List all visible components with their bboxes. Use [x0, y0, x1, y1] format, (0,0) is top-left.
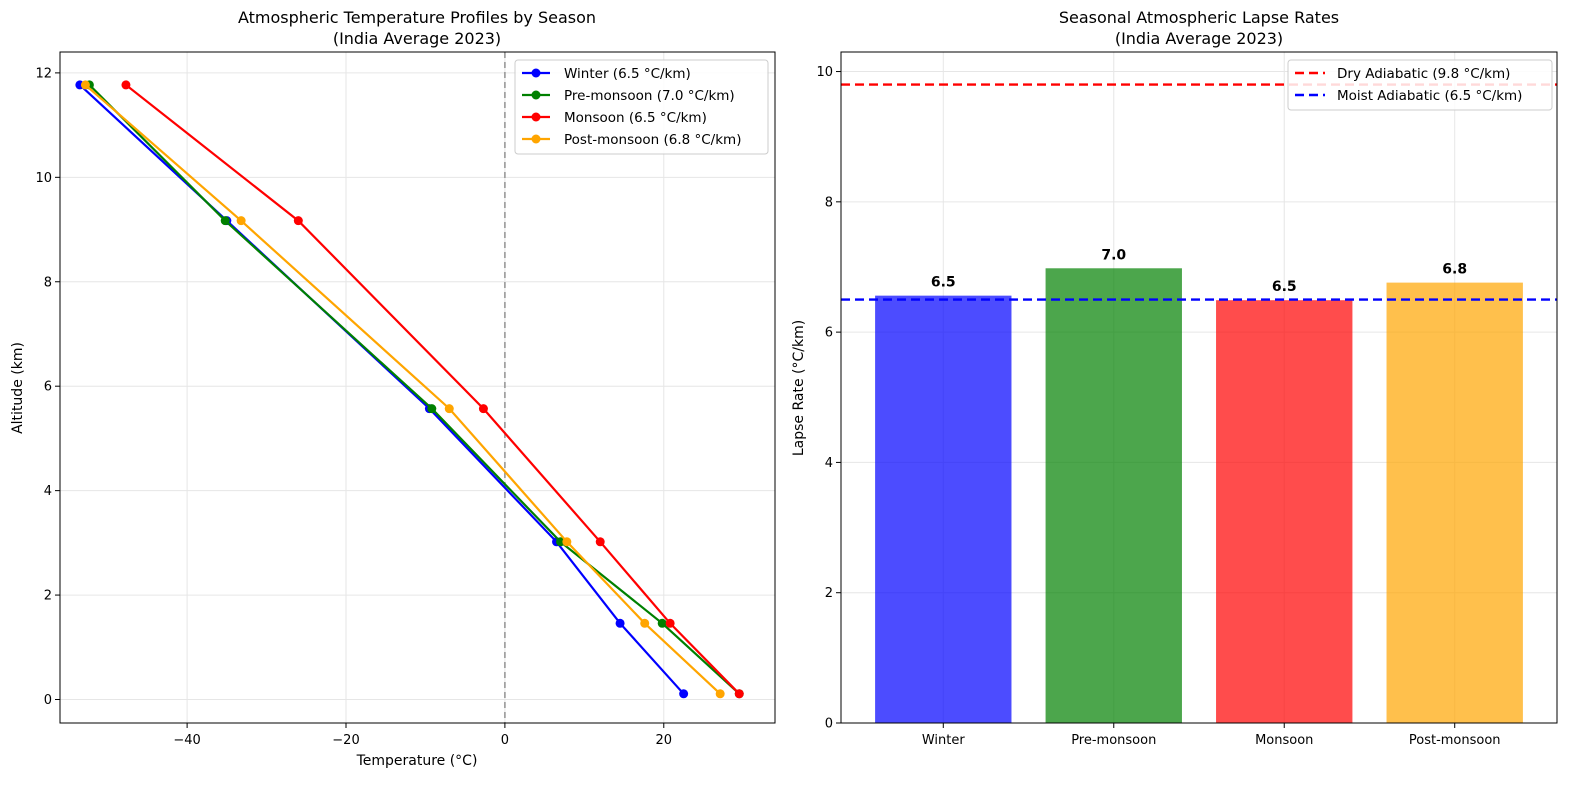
- chart2-legend-box: [1287, 59, 1553, 111]
- chart1-y-tick-label: 4: [44, 484, 52, 499]
- chart1-legend-item: Post-monsoon (6.8 °C/km): [522, 132, 741, 148]
- chart1-legend-marker: [531, 68, 541, 78]
- chart1-series-pre-monsoon: [84, 80, 744, 699]
- chart1-legend: Winter (6.5 °C/km) Pre-monsoon (7.0 °C/km…: [514, 59, 769, 155]
- chart1-data-point: [562, 537, 572, 547]
- chart1-series-monsoon: [121, 80, 744, 699]
- chart2-x-tick-label: Monsoon: [1255, 733, 1313, 748]
- chart2-bars: [875, 268, 1523, 723]
- chart2-y-ticks: 0 2 4 6 8 10: [816, 65, 841, 732]
- chart1-plot-frame: [59, 51, 776, 724]
- chart1-legend-item: Monsoon (6.5 °C/km): [522, 110, 707, 126]
- chart1-data-point: [236, 216, 246, 226]
- chart1-y-tick-label: 0: [44, 693, 52, 708]
- chart1-subtitle: (India Average 2023): [333, 29, 501, 48]
- chart1-series-winter: [75, 80, 689, 699]
- chart1-series-post-monsoon: [80, 80, 725, 699]
- chart1-data-point: [444, 404, 454, 414]
- chart2-y-axis-label: Lapse Rate (°C/km): [791, 320, 807, 456]
- chart1-x-tick-label: 20: [656, 733, 673, 748]
- lapse-rate-chart: Seasonal Atmospheric Lapse Rates (India …: [791, 8, 1558, 748]
- chart1-legend-box: [514, 59, 769, 155]
- chart1-legend-item: Pre-monsoon (7.0 °C/km): [522, 88, 735, 104]
- chart1-data-point: [427, 404, 437, 414]
- chart1-legend-label: Pre-monsoon (7.0 °C/km): [564, 88, 735, 104]
- chart1-legend-marker: [531, 134, 541, 144]
- chart1-data-point: [556, 537, 565, 547]
- chart1-data-point: [595, 537, 605, 547]
- chart1-x-tick-label: 0: [501, 733, 509, 748]
- chart1-series-line: [79, 84, 685, 695]
- chart1-data-point: [293, 216, 303, 226]
- chart1-data-point: [665, 618, 675, 628]
- chart1-series-group: [75, 80, 744, 699]
- chart1-data-point: [478, 404, 488, 414]
- chart2-legend-label: Moist Adiabatic (6.5 °C/km): [1337, 88, 1522, 104]
- chart1-legend-label: Winter (6.5 °C/km): [564, 66, 691, 82]
- chart2-bar-value-label: 6.5: [1272, 279, 1297, 295]
- chart2-bar-value-labels: 6.5 7.0 6.5 6.8: [931, 247, 1467, 295]
- chart1-data-point: [657, 618, 667, 628]
- chart2-x-ticks: Winter Pre-monsoon Monsoon Post-monsoon: [922, 723, 1501, 748]
- chart1-data-point: [121, 80, 131, 90]
- chart2-y-tick-label: 2: [825, 586, 833, 601]
- chart1-x-tick-label: −20: [332, 733, 359, 748]
- chart2-legend-item: Moist Adiabatic (6.5 °C/km): [1295, 88, 1522, 104]
- chart1-x-tick-label: −40: [173, 733, 200, 748]
- chart1-title: Atmospheric Temperature Profiles by Seas…: [238, 8, 596, 27]
- chart2-legend: Dry Adiabatic (9.8 °C/km) Moist Adiabatic…: [1287, 59, 1553, 111]
- chart1-y-tick-label: 8: [44, 275, 52, 290]
- chart1-x-axis-label: Temperature (°C): [356, 753, 478, 769]
- chart1-y-axis-label: Altitude (km): [10, 342, 26, 434]
- chart2-y-tick-label: 10: [816, 65, 833, 80]
- chart2-bar-pre-monsoon: [1045, 268, 1182, 723]
- chart2-y-tick-label: 8: [825, 195, 833, 210]
- chart1-data-point: [640, 618, 650, 628]
- chart2-x-tick-label: Winter: [922, 733, 966, 748]
- chart1-series-line: [84, 84, 721, 695]
- chart1-data-point: [615, 618, 625, 628]
- chart2-y-tick-label: 4: [825, 456, 833, 471]
- chart1-legend-marker: [531, 112, 541, 122]
- chart1-series-line: [125, 84, 741, 695]
- chart2-bar-value-label: 6.8: [1442, 262, 1467, 278]
- chart1-x-ticks: −40 −20 0 20: [173, 723, 672, 748]
- chart1-legend-label: Monsoon (6.5 °C/km): [564, 110, 707, 126]
- chart1-series-line: [88, 84, 741, 695]
- chart2-title: Seasonal Atmospheric Lapse Rates: [1059, 8, 1339, 27]
- chart1-legend-label: Post-monsoon (6.8 °C/km): [564, 132, 741, 148]
- chart2-plot-frame: [840, 51, 1558, 724]
- chart1-y-tick-label: 6: [44, 380, 52, 395]
- chart1-data-point: [679, 689, 689, 699]
- chart2-bar-post-monsoon: [1386, 282, 1523, 723]
- chart1-y-tick-label: 12: [35, 66, 52, 81]
- chart1-data-point: [220, 216, 230, 226]
- chart2-x-tick-label: Pre-monsoon: [1071, 733, 1156, 748]
- chart1-legend-marker: [531, 90, 541, 100]
- chart1-data-point: [80, 80, 90, 90]
- chart2-x-tick-label: Post-monsoon: [1409, 733, 1501, 748]
- chart2-y-tick-label: 0: [825, 717, 833, 732]
- chart2-bar-value-label: 7.0: [1101, 247, 1126, 263]
- chart1-data-point: [715, 689, 725, 699]
- chart1-data-point: [734, 689, 744, 699]
- chart1-y-tick-label: 2: [44, 589, 52, 604]
- chart2-bar-winter: [875, 295, 1012, 723]
- chart2-bar-value-label: 6.5: [931, 275, 956, 291]
- chart2-bar-monsoon: [1216, 300, 1353, 723]
- chart2-legend-item: Dry Adiabatic (9.8 °C/km): [1295, 66, 1510, 82]
- chart1-y-tick-label: 10: [35, 171, 52, 186]
- chart2-y-tick-label: 6: [825, 326, 833, 341]
- chart2-subtitle: (India Average 2023): [1115, 29, 1283, 48]
- temperature-profile-chart: Atmospheric Temperature Profiles by Seas…: [10, 8, 776, 769]
- chart1-legend-item: Winter (6.5 °C/km): [522, 66, 691, 82]
- chart2-legend-label: Dry Adiabatic (9.8 °C/km): [1337, 66, 1510, 82]
- chart1-y-ticks: 0 2 4 6 8 10 12: [35, 66, 60, 708]
